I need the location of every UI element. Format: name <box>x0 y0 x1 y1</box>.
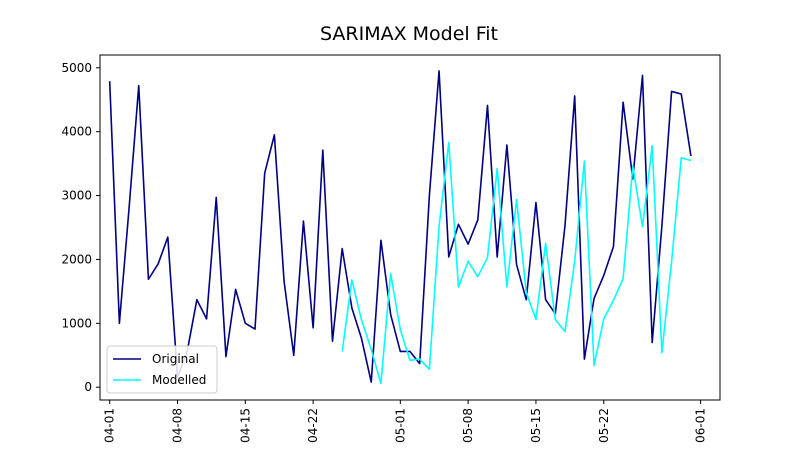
series-line-modelled <box>341 141 692 385</box>
y-tick-label: 4000 <box>61 125 92 139</box>
series-line-original <box>108 70 692 383</box>
x-tick-label: 05-08 <box>461 408 475 443</box>
plot-frame <box>99 54 721 401</box>
y-tick-label: 5000 <box>61 61 92 75</box>
legend-box <box>106 345 218 394</box>
x-tick-label: 05-22 <box>597 408 611 443</box>
y-tick-label: 1000 <box>61 316 92 330</box>
x-tick-label: 04-01 <box>103 408 117 443</box>
y-tick-label: 2000 <box>61 252 92 266</box>
x-tick-label: 04-08 <box>171 408 185 443</box>
x-tick-label: 06-01 <box>694 408 708 443</box>
x-tick-label: 04-15 <box>238 408 252 443</box>
x-tick-label: 05-01 <box>393 408 407 443</box>
x-tick-label: 04-22 <box>306 408 320 443</box>
y-tick-label: 3000 <box>61 189 92 203</box>
legend-label-modelled: Modelled <box>152 373 206 387</box>
y-tick-label: 0 <box>84 380 92 394</box>
legend-label-original: Original <box>152 352 199 366</box>
chart-title: SARIMAX Model Fit <box>320 23 498 45</box>
x-tick-label: 05-15 <box>529 408 543 443</box>
